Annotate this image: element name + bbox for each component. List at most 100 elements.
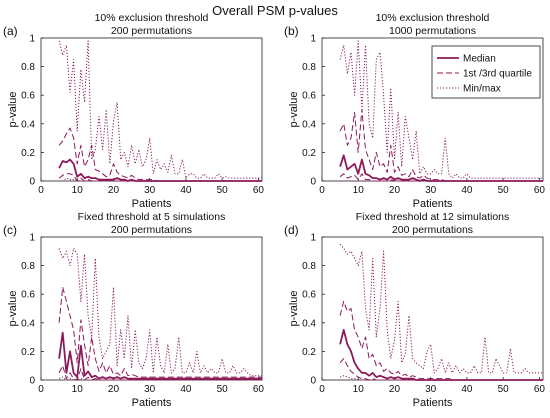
x-tick-label: 40	[180, 185, 192, 196]
y-tick-label: 0.2	[302, 148, 316, 159]
x-tick-label: 20	[108, 384, 120, 395]
series-line-3rd-quartile	[339, 300, 543, 381]
series-line-median	[339, 329, 543, 381]
y-tick-label: 0	[310, 177, 316, 188]
x-tick-label: 10	[353, 384, 365, 395]
y-tick-label: 0.2	[302, 347, 316, 358]
panel-title-line: 10% exclusion threshold	[376, 12, 490, 24]
y-tick-label: 1	[29, 233, 35, 244]
x-tick-label: 20	[108, 185, 120, 196]
chart-panel-1: 0 10 20 30 40 50 60 0 0.2 0.4 0.6 0.8 1 Patients p-val…	[3, 12, 264, 210]
series-line-max	[58, 247, 262, 377]
chart-panel-3: 0 10 20 30 40 50 60 0 0.2 0.4 0.6 0.8 1 Patients p-val…	[3, 211, 264, 409]
x-tick-label: 10	[353, 185, 365, 196]
panel-label: (a)	[3, 24, 18, 38]
y-tick-label: 0	[29, 376, 35, 387]
series-line-min	[59, 177, 262, 182]
y-tick-label: 0.4	[21, 119, 35, 130]
x-tick-label: 20	[389, 185, 401, 196]
y-axis-label: p-value	[7, 290, 19, 326]
series-line-max	[58, 40, 262, 179]
y-tick-label: 0.8	[21, 261, 35, 272]
series-line-min	[58, 376, 262, 381]
x-axis-label: Patients	[132, 198, 172, 210]
series-line-3rd-quartile	[58, 286, 262, 378]
x-tick-label: 40	[461, 185, 473, 196]
y-tick-label: 0	[29, 177, 35, 188]
panel-title-line: Fixed threshold at 5 simulations	[78, 211, 226, 223]
panel-label: (b)	[284, 24, 299, 38]
x-tick-label: 0	[38, 384, 44, 395]
y-tick-label: 0.4	[21, 318, 35, 329]
x-axis-label: Patients	[413, 198, 453, 210]
y-tick-label: 0.6	[302, 290, 316, 301]
y-tick-label: 0.2	[21, 347, 35, 358]
series-line-median	[58, 331, 262, 380]
series-line-max	[339, 40, 543, 179]
x-tick-label: 30	[144, 185, 156, 196]
x-tick-label: 40	[180, 384, 192, 395]
x-tick-label: 0	[319, 185, 325, 196]
y-tick-label: 1	[310, 34, 316, 45]
y-tick-label: 0.6	[21, 290, 35, 301]
y-axis-label: p-value	[7, 91, 19, 127]
x-tick-label: 50	[217, 185, 229, 196]
plot-area	[40, 37, 263, 182]
y-tick-label: 0.2	[21, 148, 35, 159]
chart-panel-4: 0 10 20 30 40 50 60 0 0.2 0.4 0.6 0.8 1 Patients p-val…	[284, 211, 545, 409]
x-tick-label: 30	[425, 185, 437, 196]
panel-title-line: Fixed threshold at 12 simulations	[356, 211, 510, 223]
panel-title-line: 1000 permutations	[389, 25, 476, 37]
x-tick-label: 60	[534, 384, 546, 395]
x-tick-label: 50	[217, 384, 229, 395]
panel-title-line: 200 permutations	[111, 25, 192, 37]
x-tick-label: 0	[319, 384, 325, 395]
y-tick-label: 0	[310, 376, 316, 387]
y-tick-label: 0.6	[21, 91, 35, 102]
x-tick-label: 0	[38, 185, 44, 196]
y-axis-label: p-value	[288, 91, 300, 127]
legend-entry-label: 1st /3rd quartile	[463, 69, 532, 80]
plot-area	[40, 236, 263, 381]
x-axis-label: Patients	[132, 397, 172, 409]
y-tick-label: 1	[310, 233, 316, 244]
y-tick-label: 0.8	[302, 62, 316, 73]
x-tick-label: 20	[389, 384, 401, 395]
y-tick-label: 1	[29, 34, 35, 45]
x-tick-label: 50	[498, 384, 510, 395]
series-line-3rd-quartile	[58, 127, 262, 182]
series-line-1st-quartile	[339, 358, 543, 381]
panel-label: (c)	[3, 223, 17, 237]
panels-layer: 0 10 20 30 40 50 6000.20.40.60.81Patientsp-val…	[3, 12, 545, 409]
panel-label: (d)	[284, 223, 299, 237]
legend-entry-label: Median	[463, 54, 496, 65]
x-tick-label: 60	[253, 384, 265, 395]
y-tick-label: 0.4	[302, 318, 316, 329]
x-tick-label: 30	[425, 384, 437, 395]
panel-title-line: 10% exclusion threshold	[95, 12, 209, 24]
y-tick-label: 0.8	[302, 261, 316, 272]
panel-title-line: 200 permutations	[392, 224, 473, 236]
chart-panel-2: 0 10 20 30 40 50 60 0 0.2 0.4 0.6 0.8 1 Patients p-val…	[284, 12, 545, 210]
x-tick-label: 40	[461, 384, 473, 395]
x-tick-label: 10	[72, 384, 84, 395]
y-tick-label: 0.4	[302, 119, 316, 130]
y-tick-label: 0.8	[21, 62, 35, 73]
series-line-median	[339, 154, 543, 182]
series-line-min	[339, 375, 543, 381]
y-tick-label: 0.6	[302, 91, 316, 102]
legend-entry-label: Min/max	[463, 84, 501, 95]
legend: Median 1st /3rd quartile Min/max	[431, 45, 541, 99]
x-tick-label: 60	[253, 185, 265, 196]
series-line-max	[339, 243, 543, 374]
x-axis-label: Patients	[413, 397, 453, 409]
x-tick-label: 10	[72, 185, 84, 196]
legend-box	[431, 45, 541, 99]
panel-title-line: 200 permutations	[111, 224, 192, 236]
figure-title: Overall PSM p-values	[212, 3, 338, 18]
y-axis-label: p-value	[288, 290, 300, 326]
x-tick-label: 60	[534, 185, 546, 196]
x-tick-label: 30	[144, 384, 156, 395]
x-tick-label: 50	[498, 185, 510, 196]
